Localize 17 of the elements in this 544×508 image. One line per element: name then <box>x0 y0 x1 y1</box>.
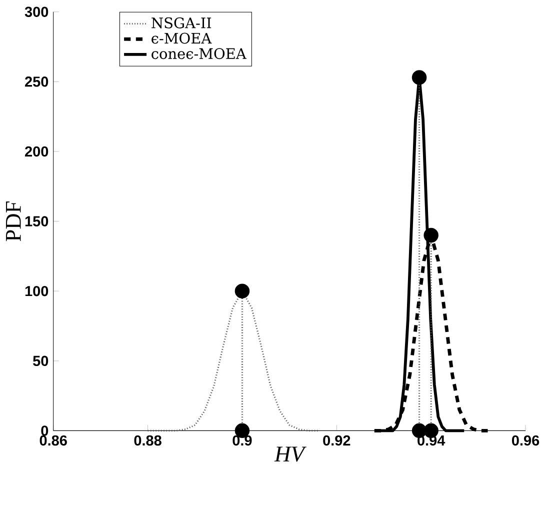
y-tick-label: 300 <box>24 6 48 17</box>
legend-label: ϵ-MOEA <box>152 32 212 44</box>
legend-label: NSGA-II <box>152 17 212 28</box>
x-tick-label: 0.92 <box>323 435 350 446</box>
y-tick-label: 150 <box>25 216 48 226</box>
x-axis-title: HV <box>274 446 306 462</box>
y-axis-title: PDF <box>6 201 21 241</box>
y-tick-label: 100 <box>25 286 48 296</box>
legend-label: coneϵ-MOEA <box>152 48 247 59</box>
x-tick-label: 0.86 <box>40 435 67 446</box>
x-tick-label: 0.88 <box>134 435 162 446</box>
y-tick-label: 200 <box>25 146 48 156</box>
x-tick-label: 0.9 <box>232 435 252 446</box>
y-tick-label: 0 <box>41 425 48 436</box>
y-tick-label: 50 <box>33 356 48 366</box>
x-tick-label: 0.96 <box>512 435 540 446</box>
y-tick-label: 250 <box>25 76 48 87</box>
